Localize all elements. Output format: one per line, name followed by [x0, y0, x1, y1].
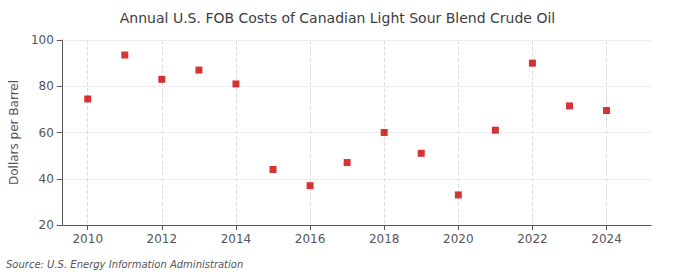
- svg-text:2020: 2020: [443, 232, 474, 246]
- svg-text:80: 80: [39, 79, 54, 93]
- svg-text:100: 100: [31, 33, 54, 47]
- svg-text:2016: 2016: [295, 232, 326, 246]
- svg-text:2014: 2014: [221, 232, 252, 246]
- svg-text:40: 40: [39, 172, 54, 186]
- svg-text:Source: U.S. Energy Informatio: Source: U.S. Energy Information Administ…: [6, 259, 243, 270]
- svg-text:Dollars per Barrel: Dollars per Barrel: [7, 80, 21, 185]
- svg-text:60: 60: [39, 126, 54, 140]
- svg-text:Annual U.S. FOB Costs of Canad: Annual U.S. FOB Costs of Canadian Light …: [120, 10, 555, 26]
- svg-text:2024: 2024: [591, 232, 622, 246]
- svg-text:20: 20: [39, 218, 54, 232]
- svg-text:2012: 2012: [147, 232, 178, 246]
- svg-text:2022: 2022: [517, 232, 548, 246]
- svg-text:2010: 2010: [72, 232, 103, 246]
- svg-text:2018: 2018: [369, 232, 400, 246]
